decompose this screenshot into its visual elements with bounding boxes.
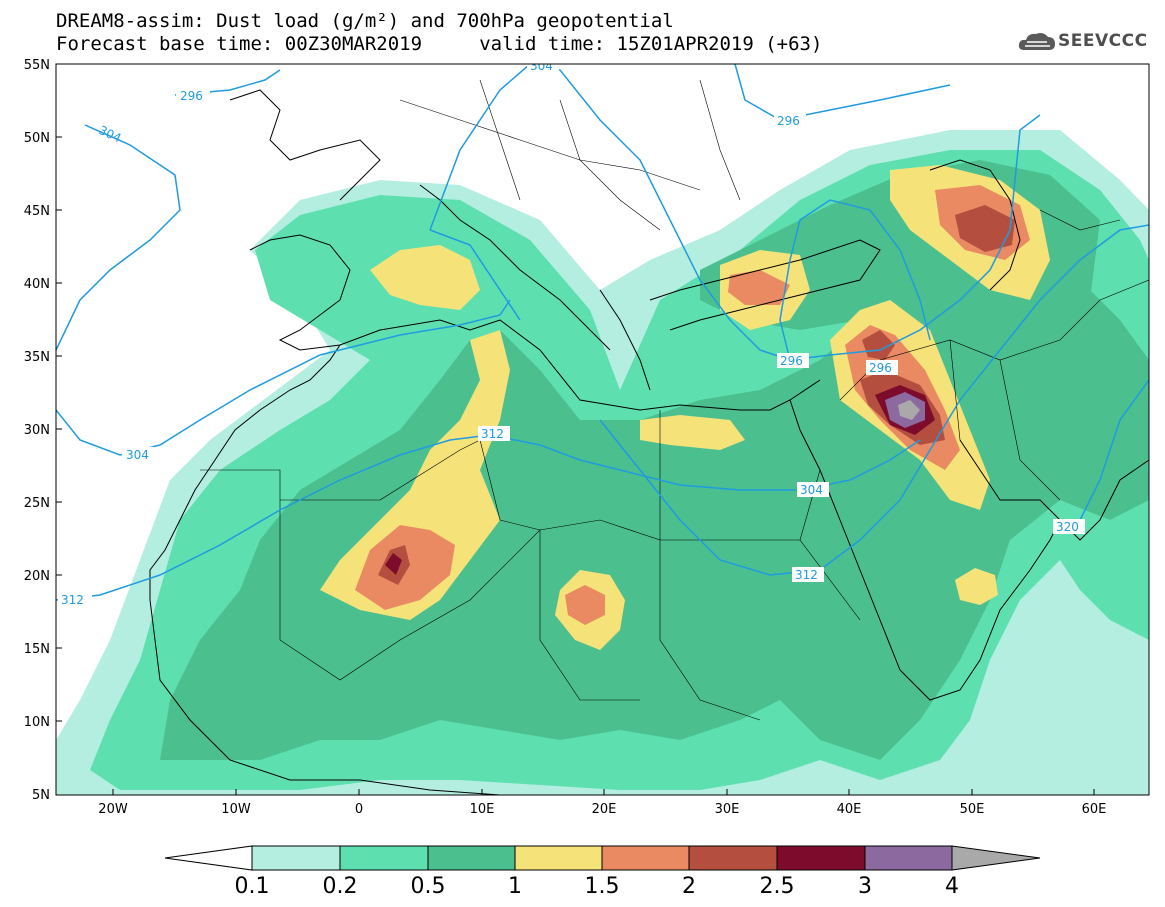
colorbar-tick-label: 4 bbox=[945, 874, 959, 899]
lat-label: 50N bbox=[24, 131, 50, 146]
contour-label: 312 bbox=[481, 427, 504, 441]
colorbar-bin-3 bbox=[864, 845, 953, 871]
colorbar-tick-label: 2 bbox=[682, 874, 696, 899]
colorbar-tick-label: 1.5 bbox=[585, 874, 620, 899]
latitude-labels: 55N 50N 45N 40N 35N 30N 25N 20N 15N 10N … bbox=[24, 58, 50, 803]
map-title: DREAM8-assim: Dust load (g/m²) and 700hP… bbox=[56, 10, 674, 32]
lat-label: 10N bbox=[24, 715, 50, 730]
map-plot-area: 296 304 304 296 312 304 296 296 304 312 … bbox=[56, 59, 1149, 795]
lon-label: 20W bbox=[98, 802, 128, 817]
colorbar-tick-label: 0.5 bbox=[411, 874, 446, 899]
colorbar-bin-1.5 bbox=[601, 845, 690, 871]
dust-field-4 bbox=[898, 400, 920, 420]
lon-label: 10W bbox=[221, 802, 251, 817]
coastlines bbox=[149, 89, 1149, 795]
dust-field-1c bbox=[370, 245, 480, 310]
colorbar-bin-0.1 bbox=[251, 845, 341, 871]
lon-label: 0 bbox=[355, 802, 363, 817]
lat-label: 25N bbox=[24, 496, 50, 511]
lon-label: 60E bbox=[1082, 802, 1107, 817]
contour-label: 312 bbox=[795, 568, 818, 582]
lon-label: 30E bbox=[715, 802, 740, 817]
colorbar: 0.1 0.2 0.5 1 1.5 2 2.5 3 4 bbox=[164, 845, 1041, 899]
colorbar-tick-label: 0.2 bbox=[323, 874, 358, 899]
dust-field-1.5e bbox=[728, 270, 790, 305]
colorbar-bin-1 bbox=[514, 845, 603, 871]
dust-field-2c bbox=[955, 205, 1015, 252]
dust-field-2.5b bbox=[385, 553, 402, 575]
dust-field-2d bbox=[862, 330, 895, 360]
lat-label: 40N bbox=[24, 277, 50, 292]
colorbar-bin-0.2 bbox=[339, 845, 429, 871]
colorbar-bin-2.5 bbox=[776, 845, 866, 871]
contour-label: 304 bbox=[530, 59, 553, 73]
contour-312-east bbox=[599, 224, 1149, 576]
lon-label: 10E bbox=[470, 802, 495, 817]
contour-label: 320 bbox=[1056, 520, 1079, 534]
map-subtitle: Forecast base time: 00Z30MAR2019 valid t… bbox=[56, 33, 823, 55]
lat-label: 55N bbox=[24, 58, 50, 73]
contour-label: 296 bbox=[777, 114, 800, 128]
axis-ticks bbox=[56, 63, 1095, 795]
contour-label: 296 bbox=[869, 361, 892, 375]
lat-label: 35N bbox=[24, 350, 50, 365]
lat-label: 5N bbox=[32, 788, 50, 803]
dust-field-1h bbox=[955, 568, 998, 605]
contour-304-north bbox=[429, 64, 531, 231]
colorbar-tick-label: 1 bbox=[508, 874, 522, 899]
contour-label: 304 bbox=[126, 448, 149, 462]
lon-label: 20E bbox=[592, 802, 617, 817]
dust-field-1 bbox=[320, 330, 510, 620]
colorbar-bin-0.5 bbox=[427, 845, 516, 871]
contour-label: 312 bbox=[61, 593, 84, 607]
contour-304-south bbox=[56, 299, 511, 456]
contour-304-west bbox=[56, 124, 181, 351]
lat-label: 20N bbox=[24, 569, 50, 584]
contour-label: 304 bbox=[800, 483, 823, 497]
lat-label: 30N bbox=[24, 423, 50, 438]
longitude-labels: 20W 10W 0 10E 20E 30E 40E 50E 60E bbox=[98, 802, 1106, 817]
logo-text: SEEVCCC bbox=[1058, 31, 1148, 51]
contour-296-med bbox=[429, 229, 521, 321]
contour-304-east bbox=[529, 64, 791, 361]
colorbar-high-arrow bbox=[951, 845, 1041, 871]
colorbar-tick-label: 0.1 bbox=[235, 874, 270, 899]
dust-field-1g bbox=[640, 415, 745, 450]
contour-label: 296 bbox=[780, 354, 803, 368]
lat-label: 15N bbox=[24, 642, 50, 657]
dust-field-1.5b bbox=[565, 585, 605, 625]
colorbar-tick-label: 2.5 bbox=[760, 874, 795, 899]
country-borders bbox=[200, 79, 1149, 721]
contour-label: 296 bbox=[180, 89, 203, 103]
lat-label: 45N bbox=[24, 204, 50, 219]
contour-304-mid bbox=[779, 199, 931, 361]
colorbar-low-arrow bbox=[164, 845, 253, 871]
lon-label: 40E bbox=[837, 802, 862, 817]
colorbar-bin-2 bbox=[688, 845, 778, 871]
cloud-logo-icon bbox=[1018, 33, 1055, 50]
contour-296-mid bbox=[789, 114, 1041, 361]
lon-label: 50E bbox=[960, 802, 985, 817]
colorbar-tick-label: 3 bbox=[858, 874, 872, 899]
